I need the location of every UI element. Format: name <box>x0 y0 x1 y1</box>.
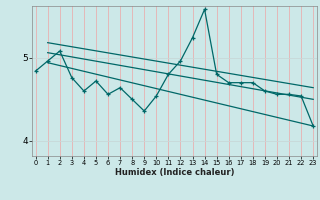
X-axis label: Humidex (Indice chaleur): Humidex (Indice chaleur) <box>115 168 234 177</box>
